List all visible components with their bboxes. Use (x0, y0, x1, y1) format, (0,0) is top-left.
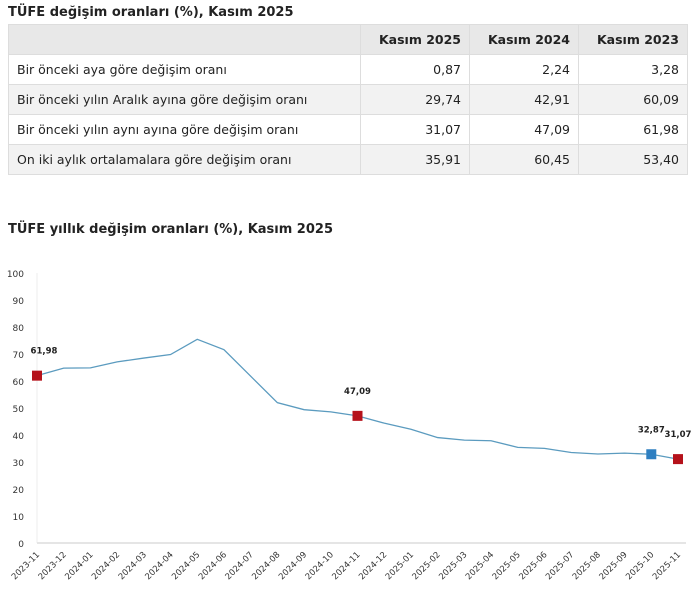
data-marker (646, 449, 657, 460)
table-row: Bir önceki yılın aynı ayına göre değişim… (8, 114, 688, 145)
x-tick-label: 2024-07 (224, 550, 256, 582)
y-tick-label: 30 (13, 459, 25, 469)
cell-value: 3,28 (578, 54, 688, 85)
x-tick-label: 2025-06 (517, 550, 549, 582)
y-tick-label: 80 (13, 324, 25, 334)
y-tick-label: 100 (7, 270, 24, 280)
x-tick-label: 2025-05 (491, 550, 523, 582)
x-tick-label: 2025-02 (411, 550, 443, 582)
x-tick-label: 2024-12 (357, 550, 389, 582)
row-label: Bir önceki yılın aynı ayına göre değişim… (8, 114, 361, 145)
data-label: 32,87 (638, 425, 665, 435)
x-tick-label: 2024-01 (63, 550, 95, 582)
cell-value: 53,40 (578, 144, 688, 175)
x-tick-label: 2024-08 (250, 550, 282, 582)
data-label: 31,07 (665, 430, 692, 440)
data-marker (352, 410, 363, 421)
y-tick-label: 0 (18, 540, 24, 550)
cell-value: 31,07 (360, 114, 470, 145)
y-tick-label: 10 (13, 513, 25, 523)
column-header (8, 24, 361, 55)
cell-value: 29,74 (360, 84, 470, 115)
cell-value: 35,91 (360, 144, 470, 175)
y-tick-label: 40 (13, 432, 25, 442)
y-tick-label: 90 (13, 297, 25, 307)
y-tick-label: 50 (13, 405, 25, 415)
x-tick-label: 2023-11 (10, 550, 42, 582)
x-tick-label: 2024-05 (170, 550, 202, 582)
data-label: 61,98 (31, 347, 58, 357)
chart-title: TÜFE yıllık değişim oranları (%), Kasım … (8, 222, 333, 237)
cell-value: 2,24 (469, 54, 579, 85)
x-tick-label: 2025-11 (651, 550, 683, 582)
y-tick-label: 70 (13, 351, 25, 361)
line-chart: 01020304050607080901002023-112023-122024… (7, 270, 692, 582)
table-title: TÜFE değişim oranları (%), Kasım 2025 (8, 5, 294, 20)
inflation-table: Kasım 2025 Kasım 2024 Kasım 2023 Bir öncek… (8, 24, 688, 175)
cell-value: 47,09 (469, 114, 579, 145)
cell-value: 61,98 (578, 114, 688, 145)
x-tick-label: 2024-04 (143, 550, 175, 582)
row-label: Bir önceki aya göre değişim oranı (8, 54, 361, 85)
data-marker (673, 454, 683, 465)
x-tick-label: 2024-06 (197, 550, 229, 582)
cell-value: 60,45 (469, 144, 579, 175)
x-tick-label: 2025-07 (544, 550, 576, 582)
row-label: Bir önceki yılın Aralık ayına göre değiş… (8, 84, 361, 115)
column-header: Kasım 2025 (360, 24, 470, 55)
cell-value: 0,87 (360, 54, 470, 85)
y-tick-label: 20 (13, 486, 25, 496)
x-tick-label: 2025-04 (464, 550, 496, 582)
cell-value: 60,09 (578, 84, 688, 115)
x-tick-label: 2025-08 (571, 550, 603, 582)
data-label: 47,09 (344, 387, 371, 397)
column-header: Kasım 2024 (469, 24, 579, 55)
x-tick-label: 2024-10 (304, 550, 336, 582)
series-line (36, 338, 679, 460)
x-tick-label: 2024-02 (90, 550, 122, 582)
cell-value: 42,91 (469, 84, 579, 115)
x-tick-label: 2025-03 (437, 550, 469, 582)
x-tick-label: 2024-11 (330, 550, 362, 582)
column-header: Kasım 2023 (578, 24, 688, 55)
x-tick-label: 2025-09 (598, 550, 630, 582)
x-tick-label: 2024-09 (277, 550, 309, 582)
y-tick-label: 60 (13, 378, 25, 388)
x-tick-label: 2025-01 (384, 550, 416, 582)
x-tick-label: 2024-03 (117, 550, 149, 582)
table-row: Bir önceki aya göre değişim oranı 0,87 2,2… (8, 54, 688, 85)
row-label: On iki aylık ortalamalara göre değişim o… (8, 144, 361, 175)
table-row: On iki aylık ortalamalara göre değişim o… (8, 144, 688, 175)
data-marker (32, 370, 42, 381)
x-tick-label: 2023-12 (37, 550, 69, 582)
table-row: Bir önceki yılın Aralık ayına göre değiş… (8, 84, 688, 115)
x-tick-label: 2025-10 (624, 550, 656, 582)
